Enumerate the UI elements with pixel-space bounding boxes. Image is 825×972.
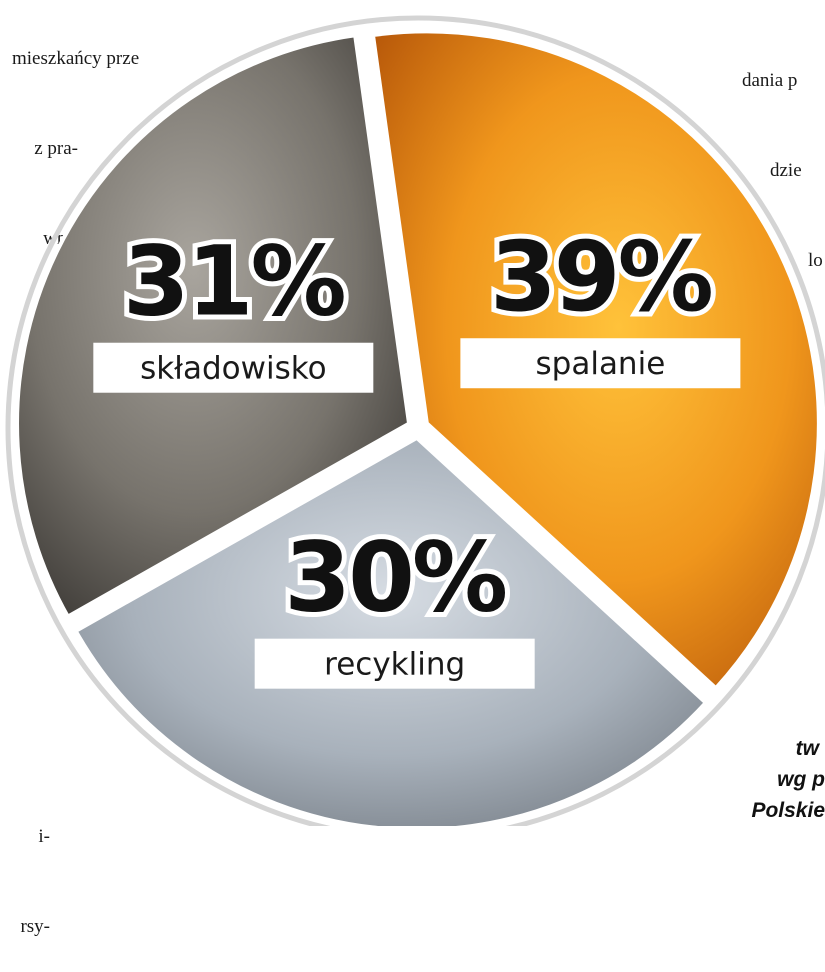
slice-category-landfill: składowisko xyxy=(140,351,326,387)
slice-category-incineration: spalanie xyxy=(536,346,666,382)
source-line: tw xyxy=(795,737,819,760)
article-line: z pra- xyxy=(34,138,78,159)
slice-percent-landfill: 31% xyxy=(123,226,345,338)
slice-label-group-recycling: 30% recykling xyxy=(254,517,535,689)
slice-label-group-landfill: 31% składowisko xyxy=(93,221,374,393)
article-line: rsy- xyxy=(20,916,50,937)
slice-label-group-incineration: 39% spalanie xyxy=(460,216,741,389)
article-text-top-right: dania p dzie lo xyxy=(742,6,825,306)
pie-slice-landfill xyxy=(15,33,412,620)
source-line: Polskie xyxy=(751,799,825,822)
source-caption: tw wg p Polskie xyxy=(751,733,825,826)
pie-slice-recycling xyxy=(72,435,709,826)
article-line: lo xyxy=(808,250,823,271)
pie-outer-ring xyxy=(5,15,825,826)
slice-percent-recycling: 30% xyxy=(284,522,506,634)
waste-pie-chart: 31% składowisko 39% spalanie 30% recykling xyxy=(5,15,825,826)
article-line: i- xyxy=(38,826,50,847)
slice-label-box-recycling xyxy=(254,638,535,689)
article-line: dania p xyxy=(742,70,798,91)
slice-label-box-incineration xyxy=(460,338,741,389)
slice-label-box-landfill xyxy=(93,342,374,393)
source-line: wg p xyxy=(777,768,825,791)
article-line: dzie xyxy=(770,160,802,181)
slice-category-recycling: recykling xyxy=(324,647,465,683)
slice-percent-incineration: 39% xyxy=(490,221,712,333)
